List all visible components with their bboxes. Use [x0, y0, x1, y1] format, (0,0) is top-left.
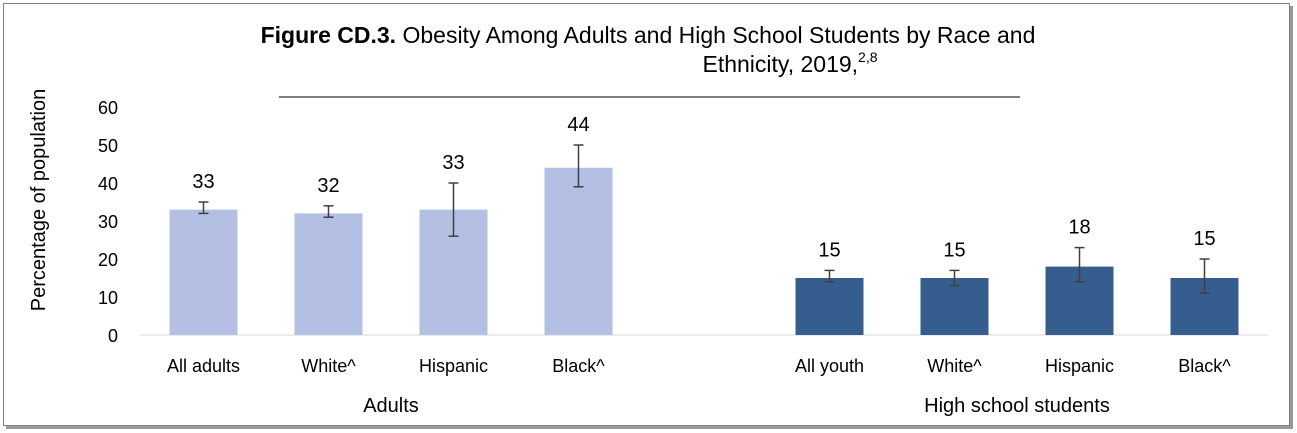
value-label: 15: [1193, 228, 1215, 250]
category-label: Black^: [1178, 356, 1231, 376]
value-label: 15: [818, 239, 840, 261]
group-label: High school students: [924, 395, 1110, 417]
chart-title-line1: Figure CD.3. Obesity Among Adults and Hi…: [261, 22, 1036, 48]
value-label: 18: [1068, 217, 1090, 239]
y-tick-label: 20: [98, 250, 118, 270]
error-bars-layer: [198, 144, 1210, 294]
bar: [544, 167, 613, 335]
bar: [795, 278, 864, 335]
category-label: White^: [927, 356, 982, 376]
chart-title-line2: Ethnicity, 2019,2,8: [702, 49, 877, 77]
title-text-1: Obesity Among Adults and High School Stu…: [396, 22, 1035, 48]
category-labels-layer: All adults White^ Hispanic Black^ All youth W…: [167, 356, 1231, 376]
value-label: 32: [317, 175, 339, 197]
category-label: White^: [301, 356, 356, 376]
category-label: All adults: [167, 356, 240, 376]
group-label: Adults: [363, 395, 419, 417]
title-text-2: Ethnicity, 2019,: [702, 51, 858, 77]
value-label: 33: [192, 171, 214, 193]
value-labels-layer: 33 32 33 44 15 15 18 15: [192, 114, 1215, 261]
y-axis-label: Percentage of population: [28, 89, 50, 311]
value-label: 15: [943, 239, 965, 261]
y-tick-label: 60: [98, 98, 118, 118]
y-tick-label: 0: [108, 326, 118, 346]
y-tick-label: 30: [98, 212, 118, 232]
category-label: Hispanic: [1045, 356, 1114, 376]
title-references: 2,8: [858, 49, 878, 65]
y-tick-label: 40: [98, 174, 118, 194]
bar: [294, 213, 363, 335]
group-labels-layer: Adults High school students: [363, 395, 1110, 417]
y-tick-label: 10: [98, 288, 118, 308]
value-label: 33: [442, 152, 464, 174]
y-axis-ticks: 0 10 20 30 40 50 60: [98, 98, 118, 346]
category-label: Hispanic: [419, 356, 488, 376]
value-label: 44: [567, 114, 589, 136]
category-label: All youth: [795, 356, 864, 376]
y-tick-label: 50: [98, 136, 118, 156]
figure-label: Figure CD.3.: [261, 22, 396, 48]
bar: [169, 209, 238, 335]
bar: [920, 278, 989, 335]
category-label: Black^: [552, 356, 605, 376]
